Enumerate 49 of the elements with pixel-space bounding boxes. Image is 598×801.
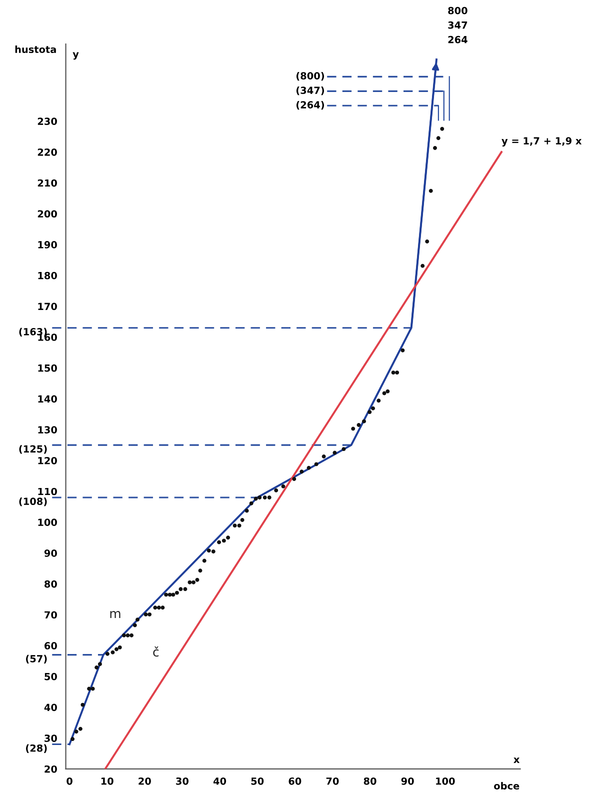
x-tick-label: 50 [251,777,264,785]
x-tick-label: 80 [364,777,376,785]
y-tick-label: 180 [38,272,57,280]
y-tick-label: 90 [44,550,57,557]
annotation: y [72,52,79,60]
y-tick-label: 130 [38,426,57,434]
y-tick-label: 50 [44,672,57,680]
y-tick-label: 40 [44,704,57,712]
y-tick-label: 170 [38,302,57,310]
y-tick-label: 150 [38,364,57,372]
y-tick-label: 60 [44,642,57,650]
y-tick-label: 200 [38,210,57,218]
x-axis-title: obce [494,782,520,790]
series-label: m [110,610,120,618]
ref-line-label: (57) [26,654,47,664]
y-tick-label: 80 [44,580,57,588]
text: 347 [448,21,468,29]
y-tick-label: 220 [38,148,57,156]
x-tick-label: 0 [66,777,72,785]
ref-line-label: (28) [26,744,47,753]
y-tick-label: 210 [38,179,57,187]
series-label: č [153,646,159,657]
y-tick-label: 110 [38,488,57,496]
annotation: x [514,758,520,763]
annotation: y = 1,7 + 1,9 x [502,137,582,146]
x-tick-label: 10 [101,777,114,785]
ref-line-label: (108) [19,498,47,506]
text: 800 [448,6,468,14]
annotation: (800) [296,72,324,81]
x-tick-label: 60 [288,777,302,785]
x-tick-label: 100 [436,777,455,785]
y-tick-label: 120 [38,456,57,464]
y-tick-label: 70 [44,611,57,619]
text: 264 [448,36,468,44]
y-axis-title: hustota [15,46,56,54]
x-tick-label: 90 [401,777,414,785]
x-tick-label: 20 [138,777,151,785]
y-tick-label: 230 [38,118,57,126]
annotation: (347) [296,86,324,96]
x-tick-label: 70 [326,777,339,785]
y-tick-label: 20 [44,765,57,773]
y-tick-label: 140 [38,395,57,403]
y-tick-label: 30 [44,734,57,742]
x-tick-label: 30 [176,777,189,785]
y-tick-label: 190 [38,241,57,248]
annotation: (264) [296,100,324,110]
ref-line-label: (125) [19,445,47,454]
y-tick-label: 100 [38,518,57,526]
x-tick-label: 40 [213,777,226,785]
